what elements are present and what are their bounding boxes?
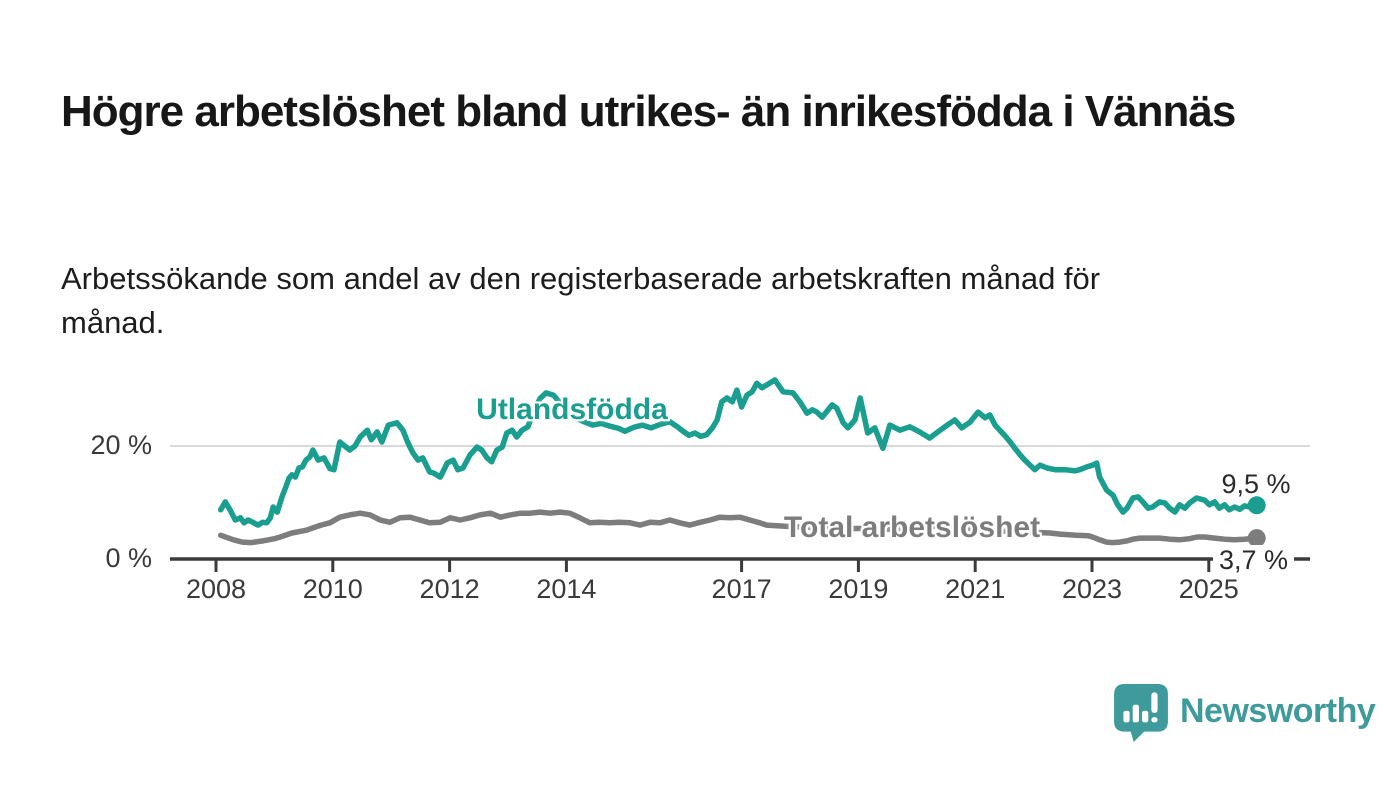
x-axis-tick-label: 2010 (302, 574, 363, 604)
series-label-utlandsfodda: Utlandsfödda (476, 393, 668, 426)
x-axis-tick-label: 2023 (1061, 574, 1123, 604)
x-axis-tick-label: 2019 (828, 574, 889, 604)
end-value-label-total-arbetsloshet: 3,7 % (1213, 545, 1295, 576)
series-label-total-arbetsloshet: Total arbetslöshet (783, 511, 1041, 544)
x-axis-tick-label: 2008 (185, 574, 247, 604)
newsworthy-logo-text: Newsworthy (1180, 691, 1376, 730)
x-axis-tick-label: 2021 (945, 574, 1006, 604)
speech-bubble-bar-chart-icon (1114, 684, 1168, 742)
x-axis-tick-label: 2014 (536, 574, 597, 604)
x-axis-tick-label: 2017 (711, 574, 772, 604)
x-axis-tick-label: 2012 (419, 574, 480, 604)
x-axis-tick-label: 2025 (1178, 574, 1239, 604)
y-axis-tick-label: 0 % (105, 543, 152, 573)
page-subtitle: Arbetssökande som andel av den registerb… (61, 261, 1101, 341)
newsworthy-logo: Newsworthy (1114, 684, 1376, 742)
end-value-label-utlandsfodda: 9,5 % (1221, 469, 1291, 499)
page-title: Högre arbetslöshet bland utrikes- än inr… (61, 87, 1236, 137)
y-axis-tick-label: 20 % (90, 430, 152, 460)
